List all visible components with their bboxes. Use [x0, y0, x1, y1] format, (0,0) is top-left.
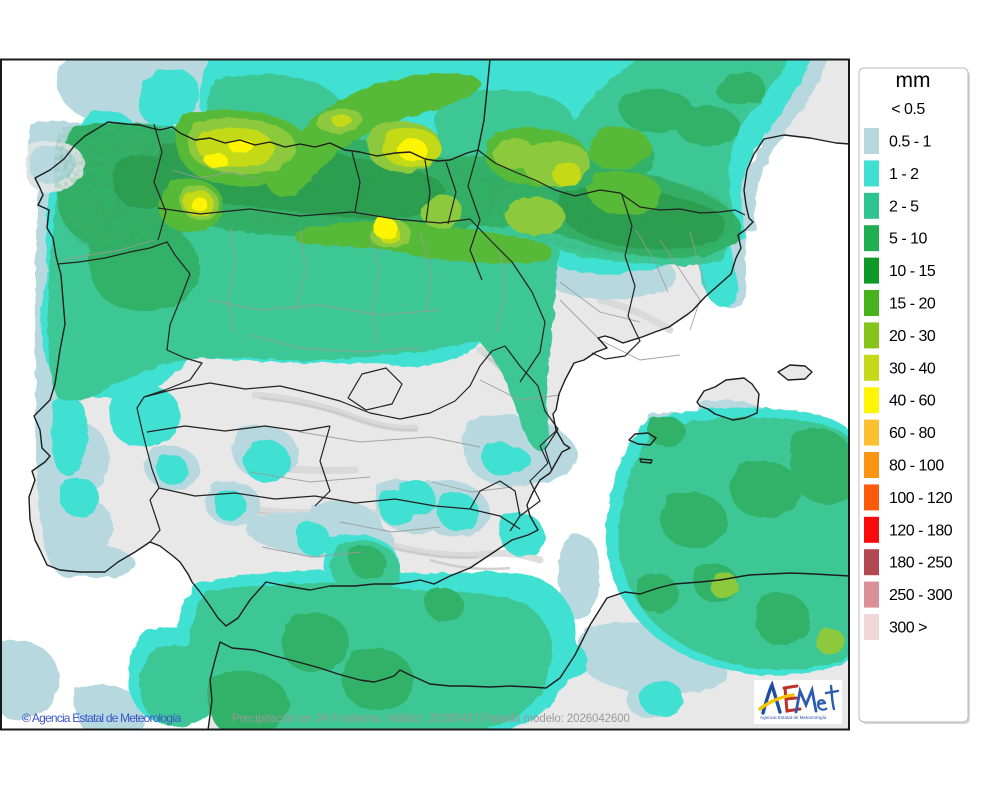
svg-text:250 - 300: 250 - 300: [889, 587, 953, 604]
svg-text:10 - 15: 10 - 15: [889, 263, 936, 280]
svg-text:80 - 100: 80 - 100: [889, 458, 944, 475]
svg-text:60 - 80: 60 - 80: [889, 425, 936, 442]
svg-text:40 - 60: 40 - 60: [889, 393, 936, 410]
svg-text:mm: mm: [896, 69, 931, 92]
svg-text:100 - 120: 100 - 120: [889, 490, 953, 507]
svg-text:20 - 30: 20 - 30: [889, 328, 936, 345]
svg-text:Agencia Estatal de Meteorologí: Agencia Estatal de Meteorología: [760, 715, 827, 720]
svg-text:30 - 40: 30 - 40: [889, 360, 936, 377]
svg-text:180 - 250: 180 - 250: [889, 555, 953, 572]
svg-text:120 - 180: 120 - 180: [889, 522, 953, 539]
svg-text:2 - 5: 2 - 5: [889, 198, 919, 215]
svg-text:Precipitación en 24 h máxima.: Precipitación en 24 h máxima. Validez: 2…: [232, 713, 630, 725]
svg-text:1 - 2: 1 - 2: [889, 166, 919, 183]
svg-text:300 >: 300 >: [889, 620, 927, 637]
svg-text:15 - 20: 15 - 20: [889, 296, 936, 313]
svg-text:© Agencia Estatal de Meteorolo: © Agencia Estatal de Meteorología: [22, 711, 182, 725]
svg-text:< 0.5: < 0.5: [891, 101, 925, 118]
svg-text:5 - 10: 5 - 10: [889, 231, 928, 248]
svg-text:0.5 - 1: 0.5 - 1: [889, 134, 931, 151]
